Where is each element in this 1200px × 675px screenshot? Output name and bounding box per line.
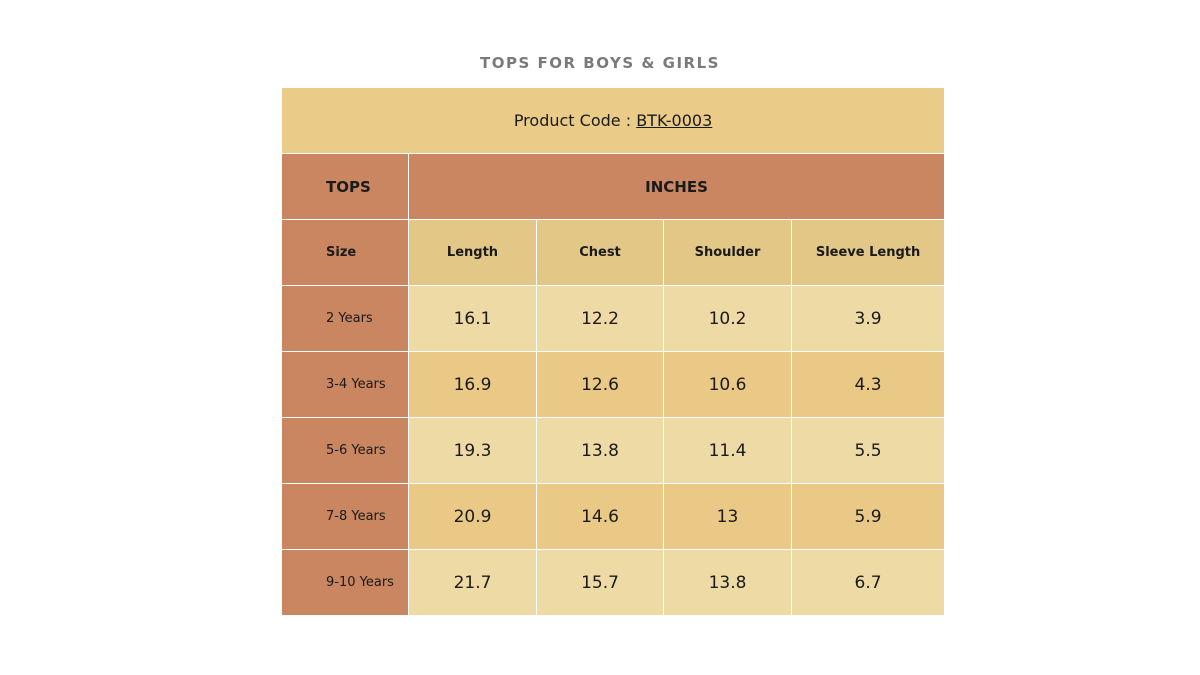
size-cell: 2 Years <box>281 285 409 352</box>
group-header: TOPS <box>281 153 409 220</box>
size-cell: 9-10 Years <box>281 549 409 616</box>
page-title: TOPS FOR BOYS & GIRLS <box>480 54 720 72</box>
value-cell: 11.4 <box>663 417 792 484</box>
product-cell: Product Code : BTK-0003 <box>280 87 946 154</box>
value-cell: 12.2 <box>536 285 664 352</box>
value-cell: 12.6 <box>536 351 664 418</box>
column-header-row: Size Length Chest Shoulder Sleeve Length <box>281 219 946 286</box>
value-cell: 15.7 <box>536 549 664 616</box>
data-row: 7-8 Years 20.9 14.6 13 5.9 <box>281 483 946 550</box>
value-cell: 5.9 <box>790 483 946 550</box>
data-row: 9-10 Years 21.7 15.7 13.8 6.7 <box>281 549 946 616</box>
product-row: Product Code : BTK-0003 <box>280 87 946 154</box>
data-row: 3-4 Years 16.9 12.6 10.6 4.3 <box>281 351 946 418</box>
group-header: INCHES <box>407 153 946 220</box>
value-cell: 4.3 <box>790 351 946 418</box>
group-header-row: TOPS INCHES <box>281 153 946 220</box>
table-body: Product Code : BTK-0003 TOPS INCHES Size… <box>280 87 946 616</box>
size-table: Product Code : BTK-0003 TOPS INCHES Size… <box>280 87 946 616</box>
value-cell: 13.8 <box>663 549 792 616</box>
size-cell: 5-6 Years <box>281 417 409 484</box>
value-cell: 21.7 <box>408 549 537 616</box>
value-cell: 10.6 <box>663 351 792 418</box>
column-header: Sleeve Length <box>790 219 946 286</box>
product-code: BTK-0003 <box>636 111 713 130</box>
column-header: Length <box>408 219 537 286</box>
value-cell: 5.5 <box>790 417 946 484</box>
column-header: Shoulder <box>663 219 792 286</box>
value-cell: 16.9 <box>408 351 537 418</box>
value-cell: 20.9 <box>408 483 537 550</box>
value-cell: 10.2 <box>663 285 792 352</box>
size-cell: 7-8 Years <box>281 483 409 550</box>
value-cell: 3.9 <box>790 285 946 352</box>
value-cell: 16.1 <box>408 285 537 352</box>
data-row: 5-6 Years 19.3 13.8 11.4 5.5 <box>281 417 946 484</box>
size-cell: 3-4 Years <box>281 351 409 418</box>
data-row: 2 Years 16.1 12.2 10.2 3.9 <box>281 285 946 352</box>
value-cell: 19.3 <box>408 417 537 484</box>
product-label: Product Code : <box>513 111 632 130</box>
column-header: Size <box>281 219 409 286</box>
column-header: Chest <box>536 219 664 286</box>
value-cell: 13 <box>663 483 792 550</box>
value-cell: 13.8 <box>536 417 664 484</box>
value-cell: 14.6 <box>536 483 664 550</box>
value-cell: 6.7 <box>790 549 946 616</box>
